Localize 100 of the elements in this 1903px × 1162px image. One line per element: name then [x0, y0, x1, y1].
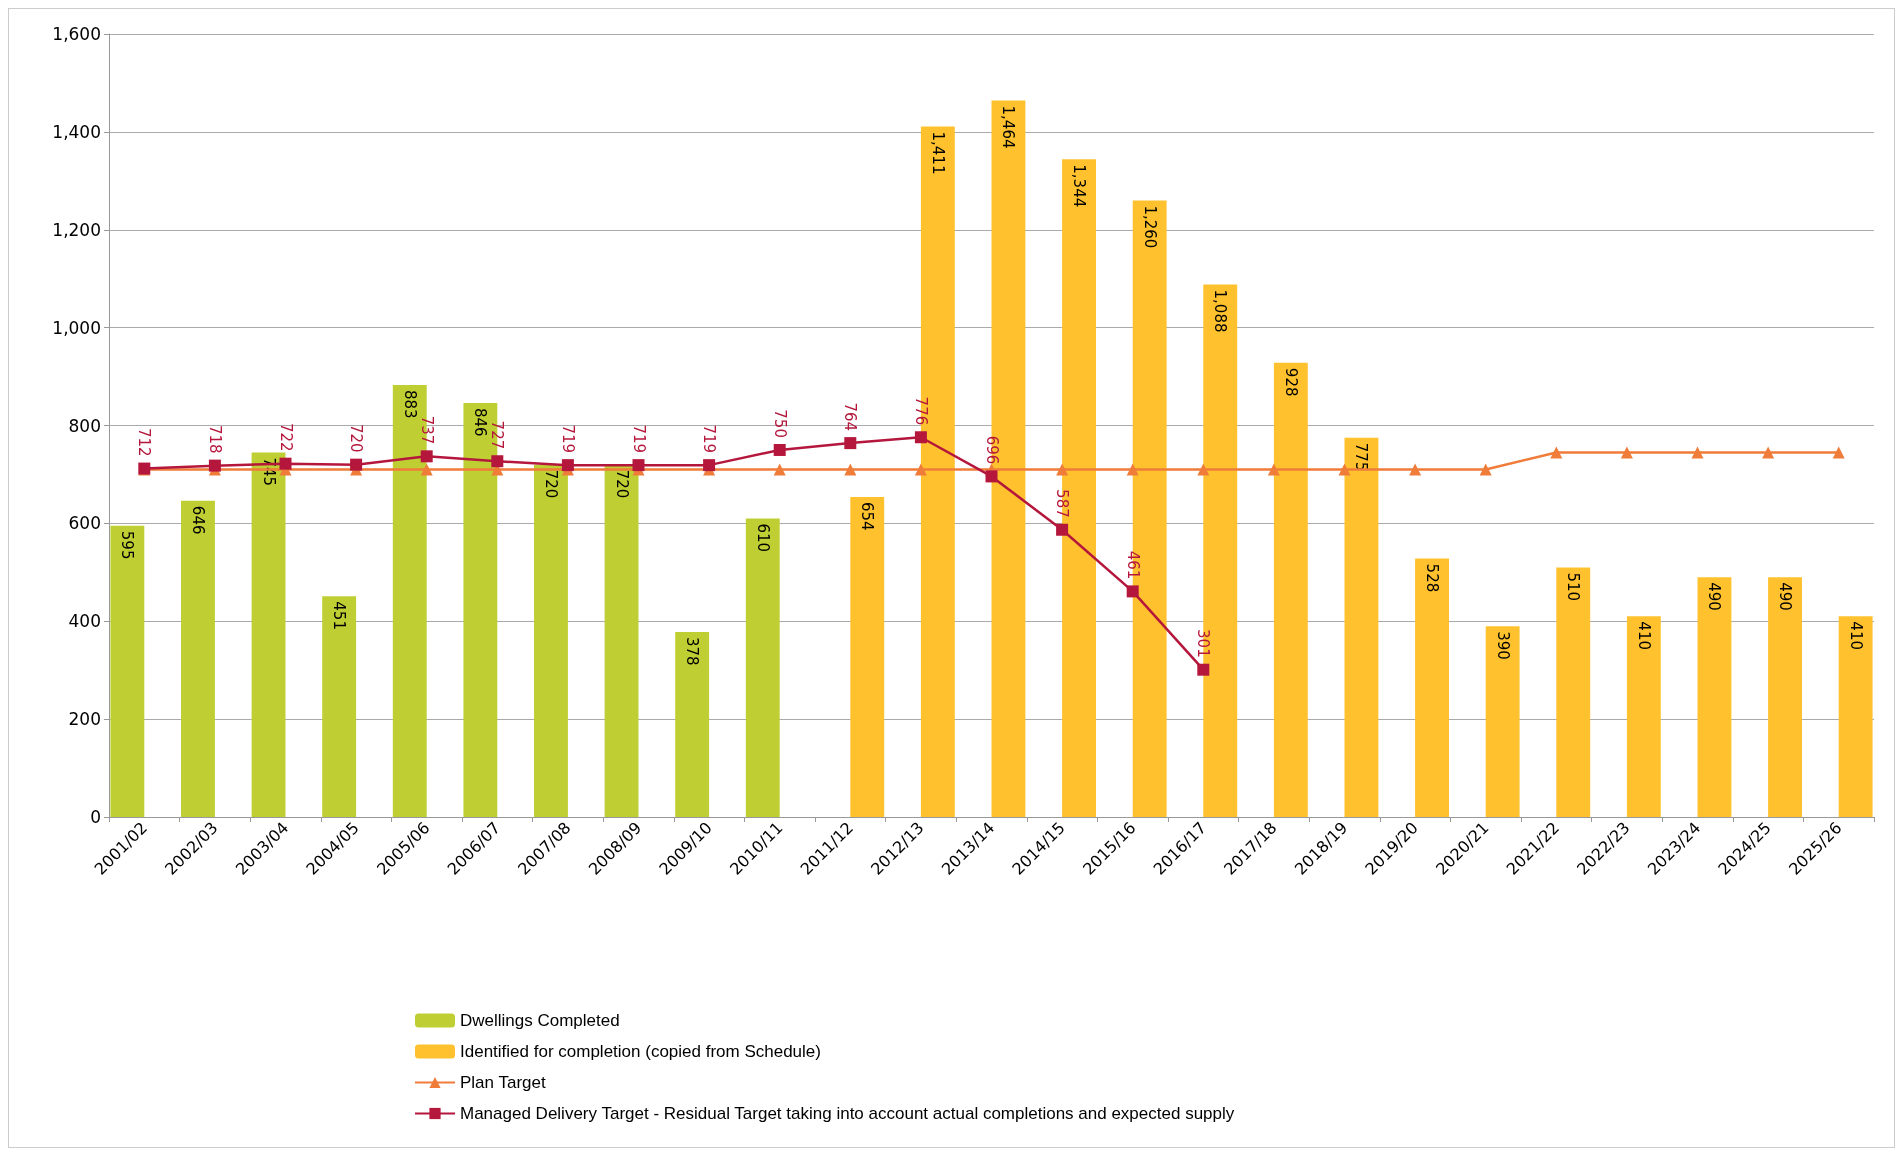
bar — [604, 464, 639, 817]
y-tick-label: 1,000 — [52, 317, 101, 338]
point — [1338, 463, 1351, 476]
point — [1691, 446, 1704, 459]
point — [350, 458, 363, 471]
data-label: 390 — [1493, 631, 1512, 660]
point — [1267, 463, 1280, 476]
bar — [850, 496, 885, 817]
point — [773, 443, 786, 456]
point — [208, 459, 221, 472]
data-label: 1,464 — [999, 105, 1018, 149]
data-label: 712 — [135, 427, 154, 457]
bar — [322, 596, 357, 817]
data-label: 750 — [770, 409, 789, 438]
data-label: 301 — [1194, 629, 1213, 658]
y-tick-label: 200 — [68, 709, 101, 730]
point — [1197, 663, 1210, 676]
data-label: 764 — [841, 402, 860, 432]
point — [632, 459, 645, 472]
data-label: 928 — [1281, 367, 1300, 397]
bar — [181, 500, 215, 817]
data-label: 719 — [629, 424, 648, 454]
data-label: 720 — [612, 469, 631, 499]
data-label: 587 — [1053, 489, 1072, 518]
data-label: 1,260 — [1140, 205, 1159, 249]
point — [1056, 523, 1069, 536]
data-label: 718 — [205, 424, 224, 454]
data-label: 451 — [330, 601, 349, 630]
data-label: 510 — [1564, 572, 1583, 602]
point — [1197, 463, 1210, 476]
point — [844, 437, 857, 450]
data-label: 1,088 — [1211, 289, 1230, 333]
data-label: 646 — [188, 505, 207, 535]
data-label: 846 — [471, 407, 490, 437]
bar — [1838, 616, 1873, 817]
data-label: 776 — [911, 396, 930, 426]
point — [1409, 463, 1422, 476]
legend-label: Plan Target — [460, 1073, 546, 1092]
legend-label: Identified for completion (copied from Schedule) — [460, 1042, 821, 1061]
y-tick-label: 400 — [68, 611, 101, 632]
point — [1620, 446, 1633, 459]
data-label: 737 — [417, 415, 436, 445]
data-label: 461 — [1123, 550, 1142, 580]
bar — [1273, 362, 1308, 817]
point — [1126, 585, 1139, 598]
bar — [110, 525, 145, 817]
data-label: 490 — [1776, 582, 1795, 611]
point — [1762, 446, 1775, 459]
point — [703, 459, 716, 472]
point — [491, 455, 504, 468]
point — [773, 463, 786, 476]
legend-label: Dwellings Completed — [460, 1011, 620, 1030]
y-tick-label: 800 — [68, 415, 101, 436]
bar — [1626, 616, 1661, 817]
data-label: 696 — [982, 435, 1001, 465]
data-label: 595 — [118, 530, 137, 560]
y-tick-label: 0 — [90, 807, 101, 827]
bar — [1415, 558, 1449, 817]
y-tick-label: 1,600 — [52, 24, 101, 44]
data-label: 490 — [1705, 582, 1724, 611]
data-label: 722 — [276, 423, 295, 452]
data-label: 719 — [558, 424, 577, 454]
point — [279, 457, 292, 470]
point — [420, 450, 433, 463]
data-label: 610 — [753, 523, 772, 553]
point — [561, 459, 574, 472]
point — [844, 463, 857, 476]
bar — [1556, 567, 1591, 817]
point — [914, 431, 927, 444]
point — [1479, 463, 1492, 476]
data-label: 1,411 — [928, 131, 947, 175]
point — [1056, 463, 1069, 476]
data-label: 720 — [541, 469, 560, 499]
data-label: 410 — [1634, 621, 1653, 650]
data-label: 410 — [1846, 621, 1865, 650]
bar — [251, 452, 286, 817]
data-label: 528 — [1423, 563, 1442, 593]
point — [914, 463, 927, 476]
data-label: 654 — [858, 501, 877, 531]
data-label: 727 — [488, 420, 507, 450]
point — [1832, 446, 1845, 459]
point — [420, 463, 433, 476]
point — [1126, 463, 1139, 476]
legend-label: Managed Delivery Target - Residual Target taking into account actual completions and expected supply — [460, 1104, 1235, 1123]
bar — [534, 464, 568, 817]
bar — [745, 518, 780, 817]
bar — [1485, 626, 1520, 817]
bar — [1768, 577, 1802, 817]
bar — [1697, 577, 1732, 817]
data-label: 378 — [683, 637, 702, 666]
data-label: 883 — [400, 389, 419, 419]
point — [1550, 446, 1563, 459]
data-label: 720 — [347, 424, 366, 453]
bar — [1344, 437, 1379, 817]
point — [985, 470, 998, 483]
data-label: 719 — [700, 424, 719, 454]
y-tick-label: 1,200 — [52, 219, 101, 240]
data-label: 1,344 — [1070, 164, 1089, 208]
y-tick-label: 600 — [68, 513, 101, 534]
y-tick-label: 1,400 — [52, 121, 101, 142]
